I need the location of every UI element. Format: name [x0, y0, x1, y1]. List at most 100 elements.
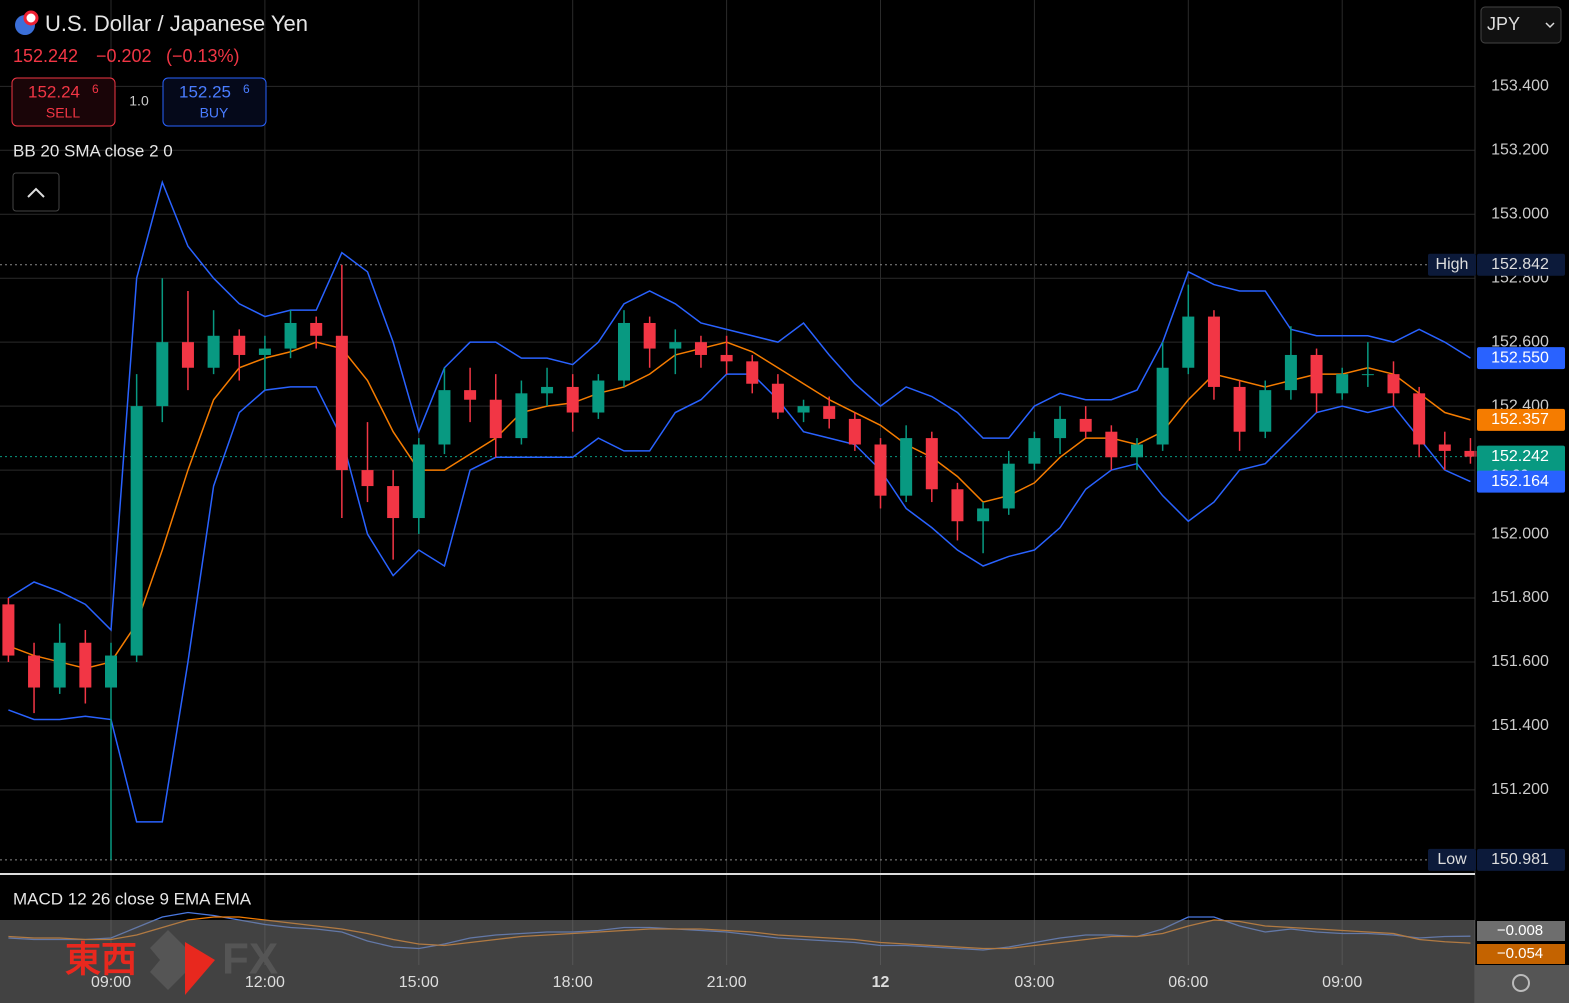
buy-button[interactable] [162, 77, 267, 127]
candle-body [1233, 386, 1246, 432]
candle-body [1387, 374, 1400, 394]
marker-value: 150.981 [1491, 851, 1549, 868]
change-pct: (−0.13%) [166, 46, 240, 66]
sell-label[interactable]: SELL [46, 105, 80, 121]
sell-price[interactable]: 152.24 [28, 82, 80, 101]
candle-body [1028, 438, 1041, 464]
buy-price[interactable]: 152.25 [179, 82, 231, 101]
price-tag [1477, 470, 1565, 493]
candle-body [1259, 390, 1272, 432]
marker-name: High [1436, 256, 1469, 273]
candle-body [797, 406, 810, 413]
y-tick-label: 151.400 [1491, 717, 1549, 734]
candle-body [848, 418, 861, 445]
currency[interactable]: JPY [1487, 14, 1520, 34]
price-tag-label: 152.550 [1491, 349, 1549, 366]
price-tag-label: 152.357 [1491, 411, 1549, 428]
collapse-button[interactable] [12, 172, 60, 212]
watermark-cjk: 東西 [65, 939, 137, 980]
dropdown-icon[interactable] [1545, 22, 1555, 29]
candle-body [669, 342, 682, 349]
candle-body [130, 406, 143, 656]
candle-body [1054, 418, 1067, 439]
candle-body [874, 444, 887, 496]
candle-body [515, 393, 528, 439]
y-tick-label: 153.400 [1491, 78, 1549, 95]
quantity[interactable]: 1.0 [129, 93, 149, 109]
x-tick-label: 06:00 [1168, 974, 1208, 991]
candle-body [464, 390, 477, 400]
candle-body [1464, 450, 1477, 457]
candle-body [79, 642, 92, 688]
x-tick-label: 12 [872, 974, 890, 991]
x-tick-label: 09:00 [91, 974, 131, 991]
bb-legend: BB 20 SMA close 2 0 [13, 141, 173, 160]
watermark-fx: FX [222, 935, 278, 984]
candle-body [1002, 463, 1015, 509]
marker-tag [1477, 253, 1565, 276]
price-axis: 151.200 151.400 151.600 151.800 152.000 152.2… [1428, 78, 1565, 964]
candle-body [28, 655, 41, 688]
candle-body [618, 322, 630, 381]
price-tag-label: 152.164 [1491, 473, 1549, 490]
candle-body [387, 486, 400, 519]
buy-pip[interactable]: 6 [243, 82, 250, 96]
price-tag [1477, 347, 1565, 370]
time-axis: 09:00 12:00 15:00 18:00 21:00 12 03:00 06:00 09:… [91, 974, 1362, 991]
candle-body [233, 335, 246, 355]
watermark-logo [150, 930, 198, 990]
y-tick-label: 151.200 [1491, 781, 1549, 798]
candle-body [181, 342, 194, 368]
candle-body [1079, 418, 1092, 432]
candle-body [156, 342, 169, 407]
bb-line [8, 179, 1471, 632]
macd-tag [1477, 944, 1565, 964]
candle-body [310, 322, 323, 336]
candle-body [1413, 393, 1426, 445]
bb-line [8, 373, 1471, 823]
y-tick-label: 153.000 [1491, 205, 1549, 222]
candle-body [335, 335, 348, 471]
y-tick-label: 152.600 [1491, 333, 1549, 350]
candle-body [746, 361, 759, 384]
candle-body [1156, 367, 1169, 445]
candle-body [412, 444, 425, 519]
last-price: 152.242 [13, 46, 78, 66]
candle-body [207, 335, 220, 368]
x-tick-label: 09:00 [1322, 974, 1362, 991]
macd-tag-label: −0.008 [1497, 922, 1543, 939]
candle-body [823, 406, 836, 419]
x-tick-label: 12:00 [245, 974, 285, 991]
axis-corner [1475, 965, 1569, 1003]
y-tick-label: 151.600 [1491, 653, 1549, 670]
macd-legend: MACD 12 26 close 9 EMA EMA [13, 889, 252, 908]
marker-name: Low [1437, 851, 1467, 868]
candle-body [489, 399, 502, 439]
currency-select[interactable] [1480, 6, 1562, 44]
flag-icon [23, 10, 39, 26]
candle-body [1207, 316, 1220, 387]
y-tick-label: 153.200 [1491, 142, 1549, 159]
candle-body [977, 508, 990, 522]
price-tag-label: 152.242 [1491, 448, 1549, 465]
candle-body [566, 386, 579, 413]
macd-tag [1477, 921, 1565, 941]
y-tick-label: 152.000 [1491, 525, 1549, 542]
marker-tag [1477, 848, 1565, 871]
y-tick-label: 151.800 [1491, 589, 1549, 606]
collapse-icon[interactable] [27, 187, 45, 198]
marker-tag [1428, 253, 1476, 276]
candle-body [1105, 431, 1118, 458]
sell-button[interactable] [11, 77, 116, 127]
buy-label[interactable]: BUY [200, 105, 229, 121]
sell-pip[interactable]: 6 [92, 82, 99, 96]
settings-icon[interactable] [1512, 974, 1530, 992]
candle-body [1438, 444, 1451, 451]
candle-body [1336, 374, 1349, 394]
candle-body [1310, 354, 1323, 394]
candle-body [694, 342, 707, 355]
candle-body [951, 489, 964, 522]
